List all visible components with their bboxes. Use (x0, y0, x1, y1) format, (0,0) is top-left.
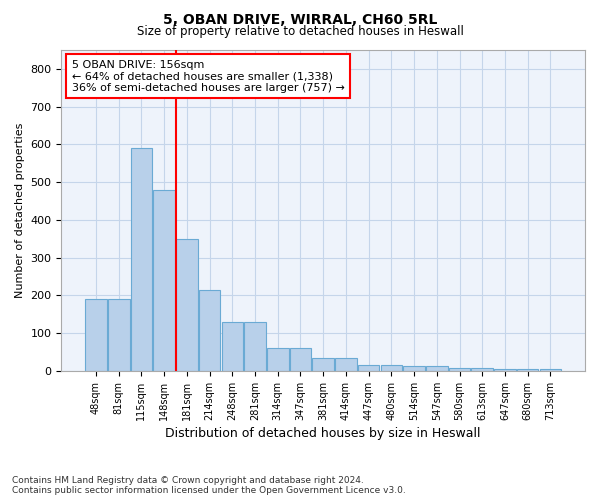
Bar (358, 366, 379, 371)
Bar (199, 290, 220, 371)
Bar (290, 348, 311, 371)
Bar (131, 148, 152, 371)
Text: 5, OBAN DRIVE, WIRRAL, CH60 5RL: 5, OBAN DRIVE, WIRRAL, CH60 5RL (163, 12, 437, 26)
Text: Size of property relative to detached houses in Heswall: Size of property relative to detached ho… (137, 25, 463, 38)
Bar (517, 369, 538, 371)
Bar (85, 299, 107, 371)
Bar (494, 369, 516, 371)
Y-axis label: Number of detached properties: Number of detached properties (15, 123, 25, 298)
Bar (426, 366, 448, 371)
Bar (539, 369, 561, 371)
Text: 5 OBAN DRIVE: 156sqm
← 64% of detached houses are smaller (1,338)
36% of semi-de: 5 OBAN DRIVE: 156sqm ← 64% of detached h… (72, 60, 345, 93)
Bar (176, 239, 197, 371)
Bar (108, 299, 130, 371)
Bar (313, 358, 334, 371)
Bar (380, 366, 402, 371)
Bar (403, 366, 425, 371)
Text: Contains HM Land Registry data © Crown copyright and database right 2024.
Contai: Contains HM Land Registry data © Crown c… (12, 476, 406, 495)
X-axis label: Distribution of detached houses by size in Heswall: Distribution of detached houses by size … (166, 427, 481, 440)
Bar (335, 358, 357, 371)
Bar (221, 322, 243, 371)
Bar (267, 348, 289, 371)
Bar (244, 322, 266, 371)
Bar (472, 368, 493, 371)
Bar (154, 190, 175, 371)
Bar (449, 368, 470, 371)
